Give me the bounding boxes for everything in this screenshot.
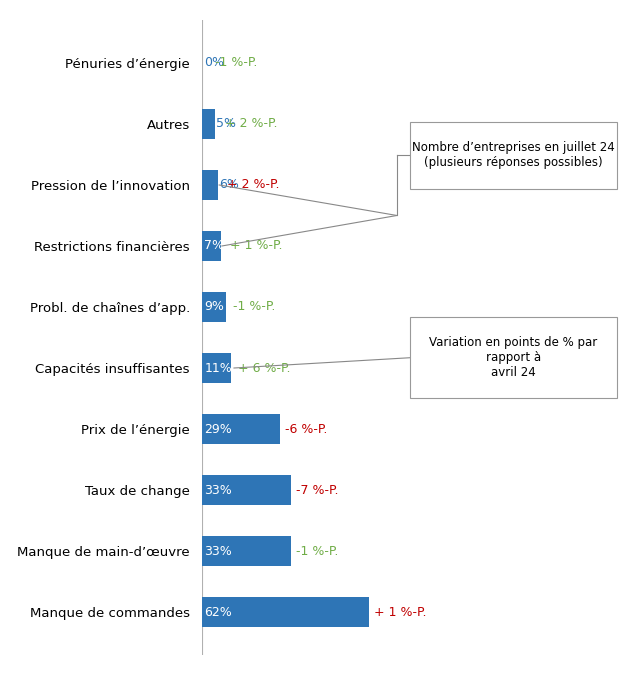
Text: 33%: 33% — [204, 545, 232, 558]
Bar — [202, 169, 218, 200]
Text: 7%: 7% — [204, 240, 224, 252]
Bar — [202, 536, 290, 566]
Bar — [202, 353, 231, 383]
Text: -1 %-P.: -1 %-P. — [296, 545, 338, 558]
Text: + 1 %-P.: + 1 %-P. — [230, 240, 282, 252]
Text: + 2 %-P.: + 2 %-P. — [224, 117, 277, 130]
Bar — [202, 414, 280, 444]
Text: -6 %-P.: -6 %-P. — [285, 423, 328, 435]
Text: 6%: 6% — [219, 178, 239, 192]
Text: + 2 %-P.: + 2 %-P. — [227, 178, 280, 192]
Bar — [202, 475, 290, 506]
Text: -1 %-P.: -1 %-P. — [215, 57, 258, 70]
Text: + 6 %-P.: + 6 %-P. — [238, 362, 290, 375]
Text: 9%: 9% — [204, 300, 224, 313]
Text: Variation en points de % par
rapport à
avril 24: Variation en points de % par rapport à a… — [429, 336, 598, 379]
Text: + 1 %-P.: + 1 %-P. — [374, 605, 427, 618]
Bar — [202, 231, 220, 261]
Text: 5%: 5% — [217, 117, 236, 130]
Text: 0%: 0% — [203, 57, 224, 70]
Bar — [202, 597, 369, 627]
Text: 11%: 11% — [204, 362, 232, 375]
Text: -1 %-P.: -1 %-P. — [232, 300, 275, 313]
Text: 62%: 62% — [204, 605, 232, 618]
Bar — [202, 292, 226, 322]
Text: Nombre d’entreprises en juillet 24
(plusieurs réponses possibles): Nombre d’entreprises en juillet 24 (plus… — [412, 141, 615, 169]
Text: 29%: 29% — [204, 423, 232, 435]
Text: -7 %-P.: -7 %-P. — [296, 483, 338, 497]
Text: 33%: 33% — [204, 483, 232, 497]
Bar — [202, 109, 215, 139]
